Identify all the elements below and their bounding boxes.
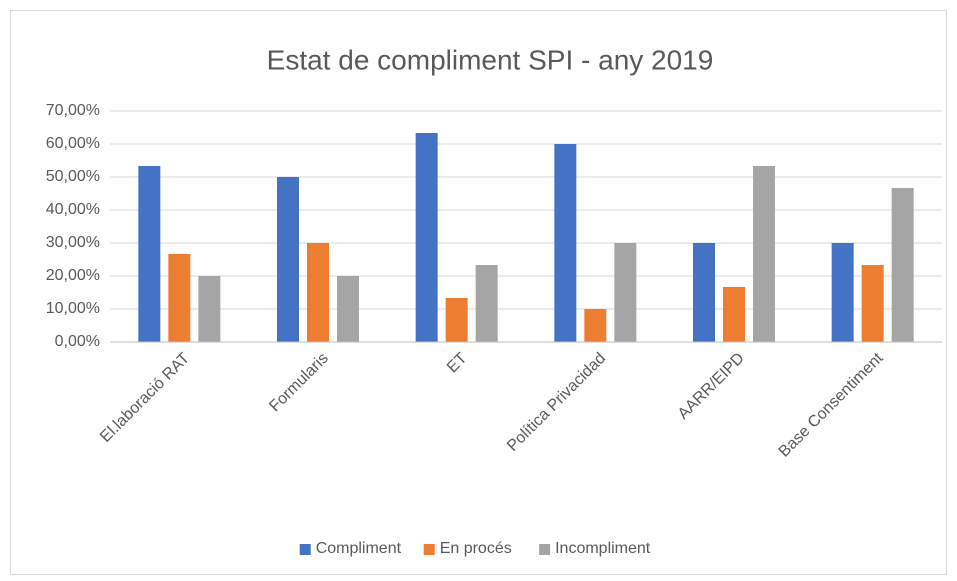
bar xyxy=(277,177,299,342)
chart-title: Estat de compliment SPI - any 2019 xyxy=(267,44,714,75)
bar xyxy=(723,286,745,342)
y-tick-label: 30,00% xyxy=(46,234,100,251)
y-tick-label: 20,00% xyxy=(46,267,100,284)
bar xyxy=(475,265,498,342)
bar xyxy=(831,243,854,342)
legend-label: En procés xyxy=(440,540,512,557)
bar xyxy=(891,187,914,342)
y-tick-label: 40,00% xyxy=(46,201,100,218)
bar xyxy=(138,166,161,342)
y-tick-label: 70,00% xyxy=(46,102,100,119)
bar xyxy=(693,243,715,342)
legend-swatch xyxy=(539,544,551,555)
legend-swatch xyxy=(299,544,311,555)
legend-label: Incompliment xyxy=(555,540,651,557)
y-tick-label: 50,00% xyxy=(46,168,100,185)
y-tick-label: 0,00% xyxy=(55,333,100,350)
bar xyxy=(445,298,468,342)
y-tick-label: 60,00% xyxy=(46,135,100,152)
legend-swatch xyxy=(423,544,435,555)
bar xyxy=(307,243,329,342)
bar xyxy=(753,166,775,342)
bar xyxy=(614,243,637,342)
bar xyxy=(861,265,884,342)
bar xyxy=(337,276,359,342)
bar xyxy=(198,276,221,342)
bar xyxy=(168,253,191,342)
bar xyxy=(584,309,607,342)
bar xyxy=(554,144,577,342)
y-tick-label: 10,00% xyxy=(46,300,100,317)
legend-label: Compliment xyxy=(316,540,402,557)
bar xyxy=(415,133,438,342)
